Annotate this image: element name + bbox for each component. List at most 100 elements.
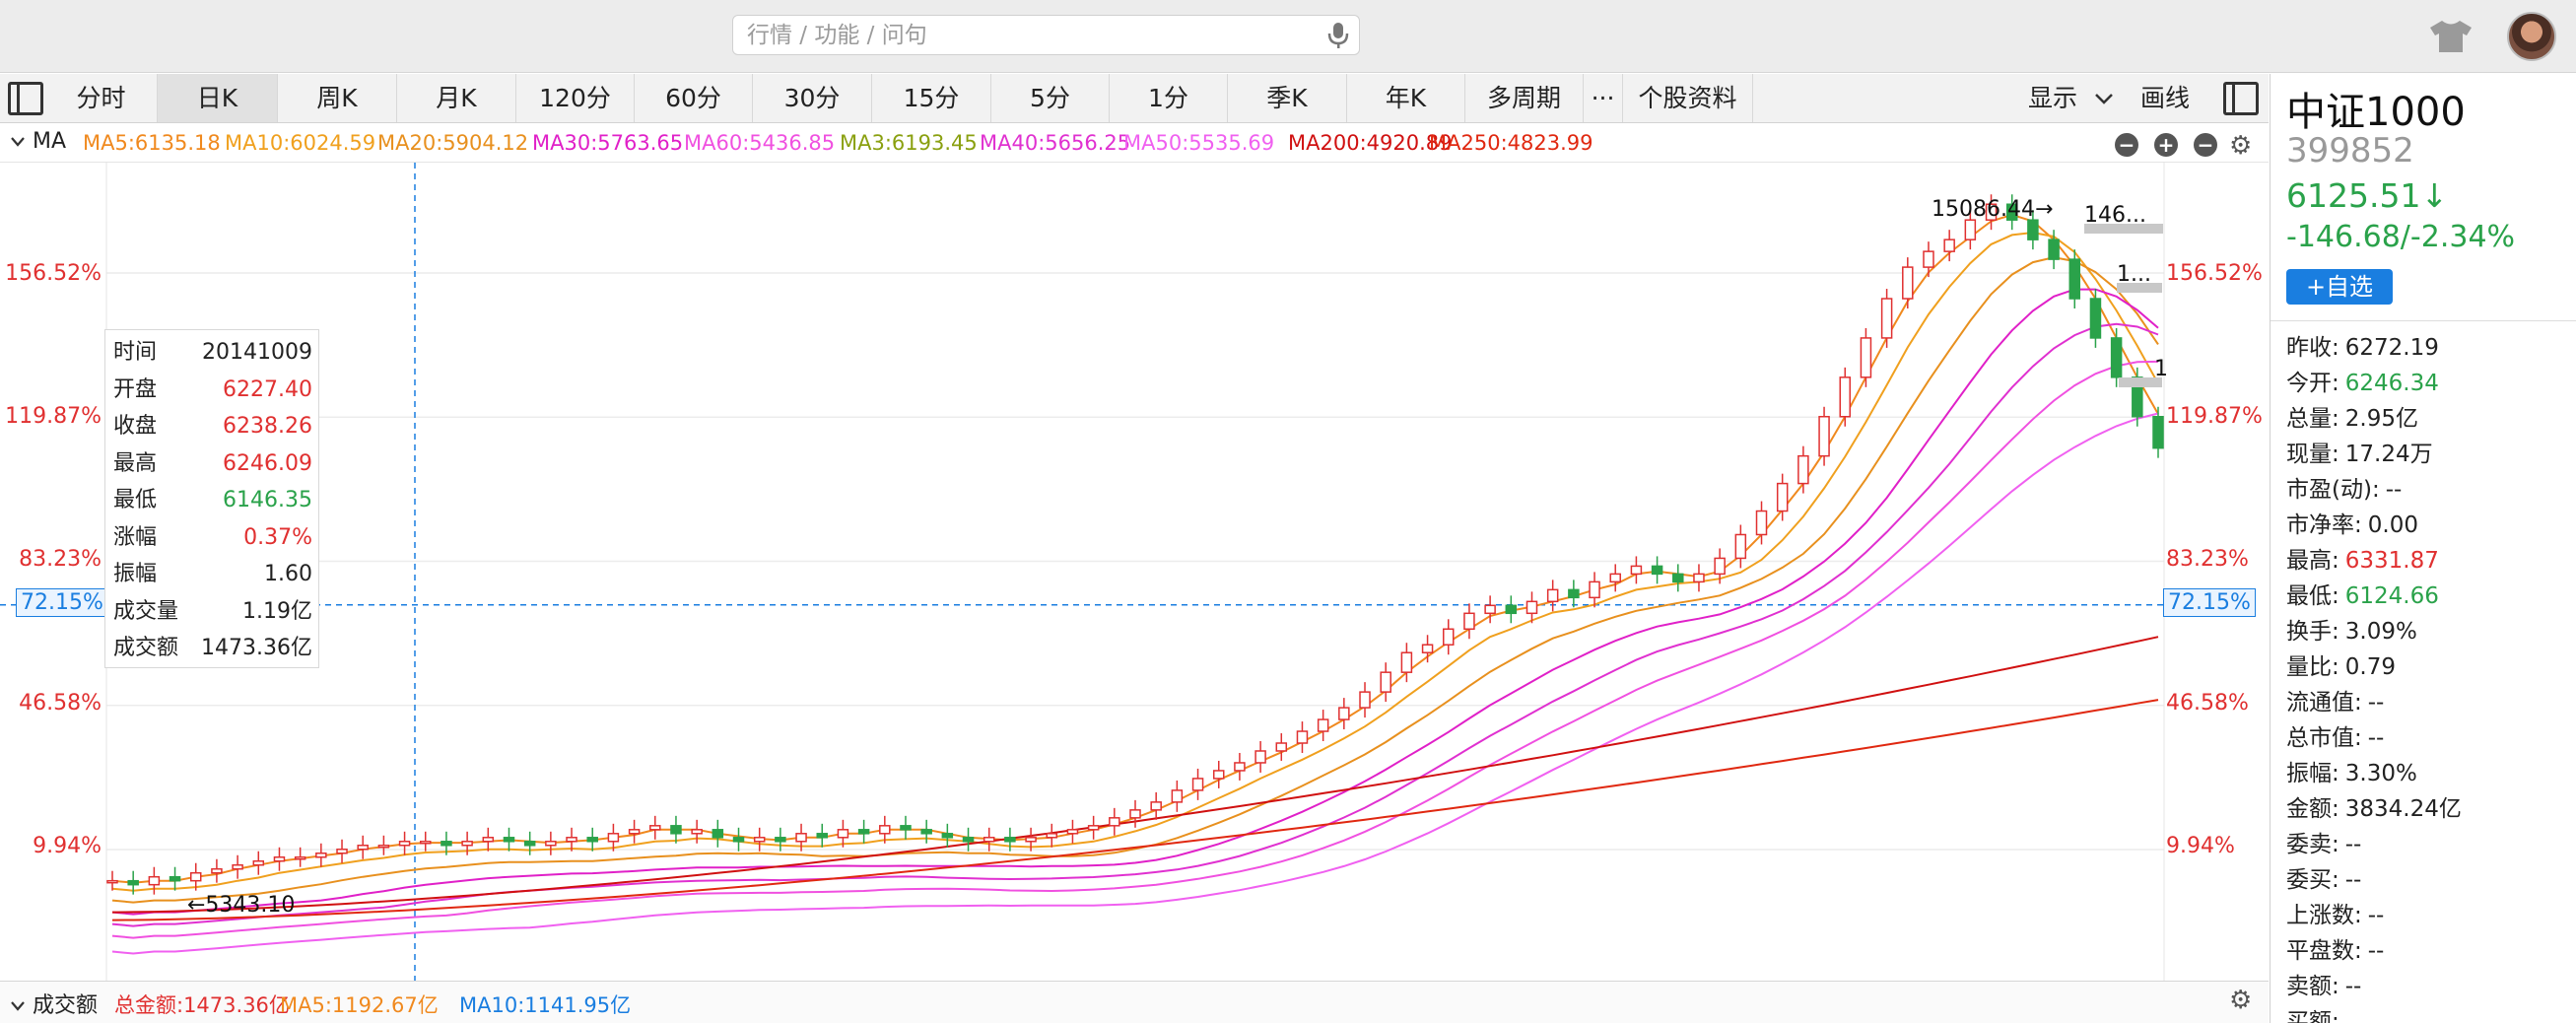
tab-5[interactable]: 60分 <box>635 74 753 122</box>
search-box[interactable] <box>732 15 1360 55</box>
tab-7[interactable]: 15分 <box>872 74 991 122</box>
tab-14[interactable]: 个股资料 <box>1623 74 1753 122</box>
display-menu-button[interactable]: 显示 <box>2028 74 2115 122</box>
quote-stat-key: 总量: <box>2286 406 2339 432</box>
info-value: 1.60 <box>264 562 312 586</box>
quote-stat-key: 现量: <box>2286 442 2339 467</box>
tab-0[interactable]: 分时 <box>45 74 158 122</box>
candle-body <box>879 825 891 835</box>
quote-stat-row: 卖额: -- <box>2286 969 2572 1004</box>
quote-panel: 中证1000 399852 6125.51↓ -146.68/-2.34% +自… <box>2270 74 2576 1023</box>
quote-stat-value: 6246.34 <box>2344 371 2439 396</box>
quote-stat-value: 6124.66 <box>2344 583 2439 609</box>
candle-body <box>315 852 327 858</box>
quote-stat-key: 卖额: <box>2286 974 2339 999</box>
period-tab-bar: 分时 日K 周K 月K 120分 60分 30分 15分 5分 1分 季K 年K 多周期 ··· 个股资料 … <box>0 74 2269 123</box>
info-value: 1473.36亿 <box>201 636 312 660</box>
ma-long-line <box>111 699 2159 921</box>
tab-8[interactable]: 5分 <box>991 74 1110 122</box>
quote-stat-key: 市盈(动): <box>2286 477 2380 503</box>
current-price: 6125.51↓ <box>2286 176 2449 215</box>
tab-2[interactable]: 周K <box>278 74 397 122</box>
kline-chart[interactable]: 15086.44→ 146... 1... 1 ←5343.10 156.52% 119… <box>0 163 2269 981</box>
tab-13[interactable]: ··· <box>1584 74 1623 122</box>
candle-body <box>1525 600 1538 615</box>
quote-stat-value: 3834.24亿 <box>2344 796 2462 822</box>
tab-4[interactable]: 120分 <box>516 74 635 122</box>
label-marker <box>2119 377 2162 387</box>
draw-line-button[interactable]: 画线 <box>2140 74 2190 122</box>
quote-stat-value: -- <box>2344 867 2362 893</box>
tab-12[interactable]: 多周期 <box>1465 74 1584 122</box>
shirt-icon[interactable] <box>2426 19 2475 54</box>
candle-body <box>607 833 620 843</box>
quote-stat-key: 今开: <box>2286 371 2339 396</box>
candle-body <box>1734 533 1747 560</box>
quote-stat-value: 3.09% <box>2344 619 2417 645</box>
info-key: 涨幅 <box>113 524 158 550</box>
quote-stat-row: 昨收: 6272.19 <box>2286 330 2572 366</box>
info-value: 20141009 <box>202 340 312 365</box>
volume-legend-item: MA10:1141.95亿 <box>459 993 632 1017</box>
avatar[interactable] <box>2507 12 2556 61</box>
quote-stat-value: 0.79 <box>2344 654 2396 680</box>
info-key: 振幅 <box>113 562 158 586</box>
tab-1[interactable]: 日K <box>158 74 278 122</box>
ma-legend-item: MA30:5763.65 <box>532 131 684 155</box>
ma-legend-item: MA20:5904.12 <box>377 131 529 155</box>
axis-label-right: 156.52% <box>2166 261 2263 286</box>
tab-9[interactable]: 1分 <box>1110 74 1228 122</box>
candle-body <box>1338 707 1350 720</box>
minus-icon[interactable]: − <box>2194 133 2217 157</box>
info-row: 成交额 1473.36亿 <box>113 630 312 667</box>
axis-label-right: 46.58% <box>2166 691 2249 716</box>
axis-label-left: 156.52% <box>5 261 102 286</box>
ma-indicator-toggle[interactable]: MA <box>10 129 66 154</box>
candle-body <box>1400 651 1413 673</box>
kline-chart-svg[interactable]: 15086.44→ 146... 1... 1 ←5343.10 <box>0 163 2269 981</box>
info-row: 时间 20141009 <box>113 334 312 372</box>
tab-10[interactable]: 季K <box>1228 74 1347 122</box>
tab-6[interactable]: 30分 <box>753 74 872 122</box>
top-bar <box>0 0 2576 73</box>
candle-body <box>441 841 452 847</box>
info-row: 成交量 1.19亿 <box>113 593 312 631</box>
add-watchlist-button[interactable]: +自选 <box>2286 269 2393 305</box>
candle-body <box>1797 454 1809 485</box>
volume-indicator-toggle[interactable]: 成交额 <box>10 988 98 1019</box>
quote-stat-row: 现量: 17.24万 <box>2286 437 2572 472</box>
quote-stat-key: 最低: <box>2286 583 2339 609</box>
candle-body <box>232 863 243 870</box>
candle-body <box>1046 833 1058 839</box>
candle-body <box>1985 203 1998 221</box>
tab-3[interactable]: 月K <box>397 74 516 122</box>
info-key: 最低 <box>113 488 158 512</box>
mic-icon[interactable] <box>1325 22 1351 49</box>
chart-annotation: 1 <box>2154 357 2168 381</box>
candle-body <box>1150 801 1162 811</box>
candle-body <box>691 829 703 835</box>
volume-legend-item: 总金额:1473.36亿 <box>114 993 290 1017</box>
quote-stat-row: 金额: 3834.24亿 <box>2286 791 2572 827</box>
candle-body <box>1004 837 1016 843</box>
candle-body <box>2089 298 2102 339</box>
left-panel-toggle-icon[interactable] <box>8 82 43 115</box>
info-row: 振幅 1.60 <box>113 556 312 593</box>
gear-icon[interactable]: ⚙ <box>2229 131 2253 161</box>
candle-body <box>816 833 828 839</box>
search-input[interactable] <box>747 22 1299 49</box>
axis-label-left: 119.87% <box>5 404 102 429</box>
gear-icon[interactable]: ⚙ <box>2229 986 2253 1015</box>
tab-11[interactable]: 年K <box>1347 74 1465 122</box>
candle-body <box>1254 750 1266 764</box>
candle-body <box>837 829 849 839</box>
plus-icon[interactable]: + <box>2154 133 2178 157</box>
quote-stat-value: 6331.87 <box>2344 548 2439 574</box>
quote-stat-row: 市盈(动): -- <box>2286 472 2572 508</box>
right-panel-toggle-icon[interactable] <box>2223 82 2259 115</box>
quote-stat-value: -- <box>2367 690 2385 716</box>
quote-stat-value: -- <box>2367 725 2385 751</box>
info-key: 成交额 <box>113 636 179 660</box>
minus-icon[interactable]: − <box>2115 133 2138 157</box>
axis-label-right: 9.94% <box>2166 834 2235 858</box>
